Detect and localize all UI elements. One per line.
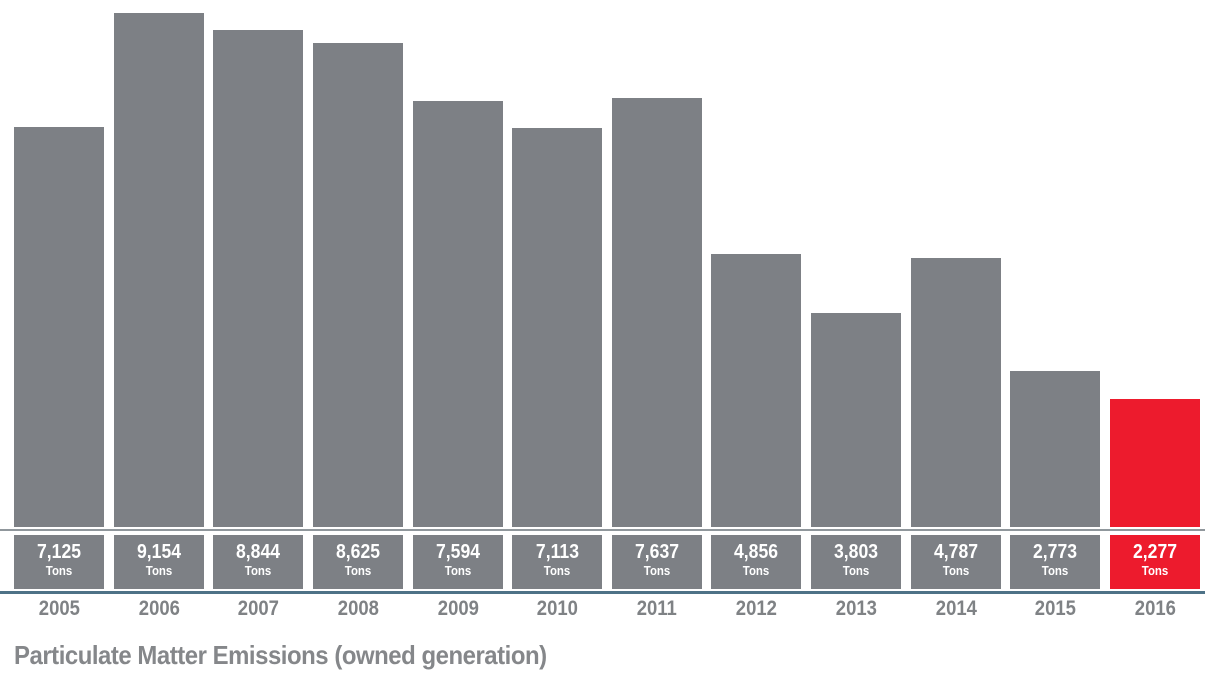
- bar-column-2008: 8,625 Tons 2008: [313, 0, 403, 683]
- unit-label: Tons: [444, 563, 472, 578]
- value-label: 8,844: [235, 541, 281, 563]
- year-label: 2012: [735, 597, 777, 620]
- separator-line-top: [0, 529, 1205, 531]
- unit-label: Tons: [1141, 563, 1169, 578]
- unit-label: Tons: [344, 563, 372, 578]
- bar-column-2012: 4,856 Tons 2012: [711, 0, 801, 683]
- value-box: 4,787 Tons: [911, 535, 1001, 589]
- chart-title: Particulate Matter Emissions (owned gene…: [14, 640, 547, 670]
- value-label: 4,787: [933, 541, 979, 563]
- bar-column-2005: 7,125 Tons 2005: [14, 0, 104, 683]
- year-label: 2009: [437, 597, 479, 620]
- value-label: 3,803: [833, 541, 879, 563]
- year-label: 2013: [835, 597, 877, 620]
- bar: [14, 127, 104, 527]
- value-label: 2,773: [1032, 541, 1078, 563]
- value-label: 7,125: [36, 541, 82, 563]
- value-box: 7,594 Tons: [413, 535, 503, 589]
- unit-label: Tons: [742, 563, 770, 578]
- value-label: 7,637: [634, 541, 680, 563]
- value-box: 8,625 Tons: [313, 535, 403, 589]
- value-box: 4,856 Tons: [711, 535, 801, 589]
- bar-column-2016: 2,277 Tons 2016: [1110, 0, 1200, 683]
- year-label: 2007: [237, 597, 279, 620]
- year-label: 2006: [138, 597, 180, 620]
- bar-column-2009: 7,594 Tons 2009: [413, 0, 503, 683]
- bar-column-2011: 7,637 Tons 2011: [612, 0, 702, 683]
- bar: [213, 30, 303, 527]
- unit-label: Tons: [1041, 563, 1069, 578]
- bar-column-2010: 7,113 Tons 2010: [512, 0, 602, 683]
- value-label: 9,154: [136, 541, 182, 563]
- unit-label: Tons: [244, 563, 272, 578]
- unit-label: Tons: [643, 563, 671, 578]
- bar: [1110, 399, 1200, 527]
- bar: [512, 128, 602, 527]
- bar-column-2014: 4,787 Tons 2014: [911, 0, 1001, 683]
- value-box: 7,637 Tons: [612, 535, 702, 589]
- value-box: 2,277 Tons: [1110, 535, 1200, 589]
- value-box: 7,113 Tons: [512, 535, 602, 589]
- value-label: 2,277: [1132, 541, 1178, 563]
- bar-column-2015: 2,773 Tons 2015: [1010, 0, 1100, 683]
- unit-label: Tons: [942, 563, 970, 578]
- value-box: 3,803 Tons: [811, 535, 901, 589]
- year-label: 2016: [1134, 597, 1176, 620]
- year-label: 2014: [935, 597, 977, 620]
- bar: [711, 254, 801, 527]
- bar: [1010, 371, 1100, 527]
- value-label: 7,594: [435, 541, 481, 563]
- unit-label: Tons: [145, 563, 173, 578]
- value-box: 9,154 Tons: [114, 535, 204, 589]
- unit-label: Tons: [45, 563, 73, 578]
- bar: [811, 313, 901, 527]
- year-label: 2015: [1034, 597, 1076, 620]
- year-label: 2011: [636, 597, 678, 620]
- bar: [313, 43, 403, 527]
- unit-label: Tons: [543, 563, 571, 578]
- value-box: 8,844 Tons: [213, 535, 303, 589]
- year-label: 2008: [337, 597, 379, 620]
- bar: [612, 98, 702, 527]
- year-label: 2010: [536, 597, 578, 620]
- value-box: 2,773 Tons: [1010, 535, 1100, 589]
- year-label: 2005: [38, 597, 80, 620]
- value-label: 7,113: [535, 541, 579, 563]
- value-box: 7,125 Tons: [14, 535, 104, 589]
- bar: [911, 258, 1001, 527]
- bar-column-2007: 8,844 Tons 2007: [213, 0, 303, 683]
- unit-label: Tons: [842, 563, 870, 578]
- bar-column-2006: 9,154 Tons 2006: [114, 0, 204, 683]
- bar-column-2013: 3,803 Tons 2013: [811, 0, 901, 683]
- bar: [413, 101, 503, 527]
- value-label: 4,856: [733, 541, 779, 563]
- bar: [114, 13, 204, 527]
- separator-line-bottom: [0, 591, 1205, 594]
- value-label: 8,625: [335, 541, 381, 563]
